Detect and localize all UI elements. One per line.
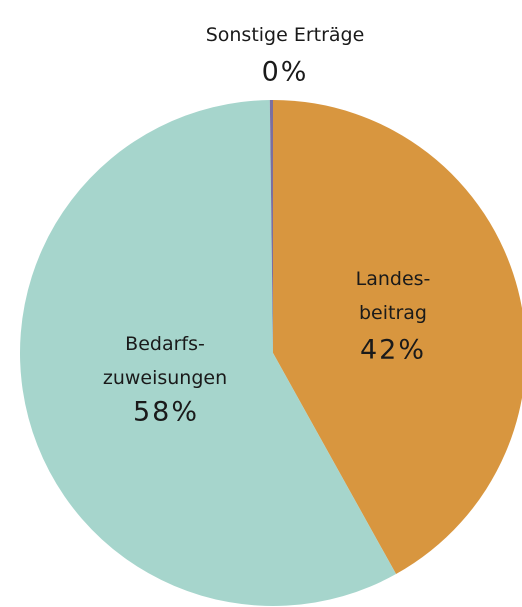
- value-label: 42%: [359, 334, 427, 366]
- pie-slice: [273, 100, 522, 575]
- pie-slice: [20, 100, 397, 606]
- pie-slice: [269, 100, 273, 353]
- value-label: 58%: [132, 396, 200, 428]
- value-label: 0%: [261, 56, 309, 88]
- slice-label: Sonstige Erträge: [205, 24, 365, 46]
- slice-label: Bedarfs- zuweisungen: [102, 333, 228, 389]
- slice-label: Landes- beitrag: [355, 268, 431, 324]
